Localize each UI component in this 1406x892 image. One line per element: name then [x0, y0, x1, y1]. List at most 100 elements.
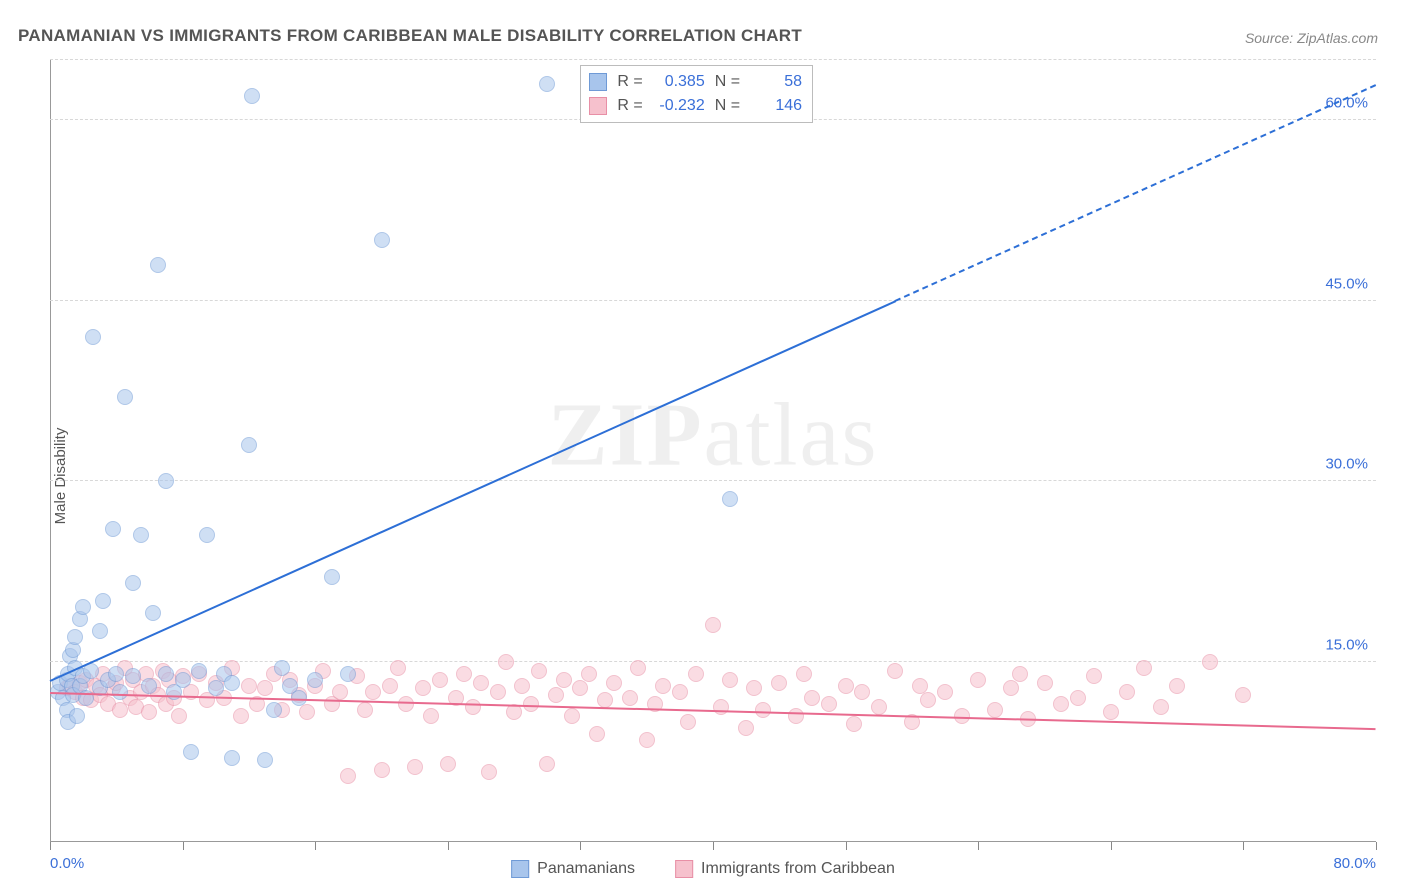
data-point-caribbean — [705, 617, 721, 633]
data-point-caribbean — [171, 708, 187, 724]
data-point-panamanians — [307, 672, 323, 688]
data-point-caribbean — [390, 660, 406, 676]
data-point-caribbean — [1012, 666, 1028, 682]
data-point-caribbean — [539, 756, 555, 772]
data-point-caribbean — [1053, 696, 1069, 712]
data-point-panamanians — [92, 623, 108, 639]
data-point-caribbean — [655, 678, 671, 694]
x-tick — [713, 842, 714, 850]
swatch-panamanians — [589, 73, 607, 91]
data-point-panamanians — [141, 678, 157, 694]
data-point-panamanians — [340, 666, 356, 682]
data-point-caribbean — [722, 672, 738, 688]
data-point-caribbean — [332, 684, 348, 700]
data-point-caribbean — [1136, 660, 1152, 676]
x-axis-label: 80.0% — [1333, 855, 1376, 872]
x-tick — [1243, 842, 1244, 850]
data-point-panamanians — [158, 473, 174, 489]
x-tick — [978, 842, 979, 850]
data-point-caribbean — [1103, 704, 1119, 720]
data-point-panamanians — [125, 575, 141, 591]
data-point-caribbean — [357, 702, 373, 718]
data-point-panamanians — [85, 329, 101, 345]
legend-label-panamanians: Panamanians — [537, 860, 635, 878]
data-point-caribbean — [796, 666, 812, 682]
data-point-caribbean — [854, 684, 870, 700]
stat-n-value-caribbean: 146 — [750, 97, 802, 115]
data-point-caribbean — [589, 726, 605, 742]
data-point-caribbean — [606, 675, 622, 691]
data-point-caribbean — [1086, 668, 1102, 684]
x-tick — [183, 842, 184, 850]
gridline-h — [50, 661, 1376, 662]
swatch-caribbean — [589, 97, 607, 115]
data-point-caribbean — [1169, 678, 1185, 694]
data-point-caribbean — [1153, 699, 1169, 715]
data-point-panamanians — [266, 702, 282, 718]
data-point-caribbean — [597, 692, 613, 708]
data-point-caribbean — [1235, 687, 1251, 703]
legend-swatch-caribbean — [675, 860, 693, 878]
data-point-caribbean — [1070, 690, 1086, 706]
data-point-panamanians — [241, 437, 257, 453]
data-point-panamanians — [108, 666, 124, 682]
data-point-caribbean — [572, 680, 588, 696]
data-point-caribbean — [523, 696, 539, 712]
data-point-caribbean — [423, 708, 439, 724]
data-point-caribbean — [374, 762, 390, 778]
data-point-panamanians — [183, 744, 199, 760]
source-attribution: Source: ZipAtlas.com — [1245, 30, 1378, 46]
data-point-caribbean — [465, 699, 481, 715]
stats-row-panamanians: R =0.385N =58 — [589, 70, 802, 94]
data-point-caribbean — [407, 759, 423, 775]
data-point-caribbean — [688, 666, 704, 682]
data-point-caribbean — [490, 684, 506, 700]
data-point-caribbean — [564, 708, 580, 724]
trend-line-caribbean — [50, 692, 1376, 730]
data-point-caribbean — [788, 708, 804, 724]
x-tick — [50, 842, 51, 850]
data-point-caribbean — [713, 699, 729, 715]
data-point-caribbean — [382, 678, 398, 694]
x-tick — [1376, 842, 1377, 850]
data-point-caribbean — [622, 690, 638, 706]
legend: Panamanians Immigrants from Caribbean — [511, 860, 895, 878]
trend-line-panamanians — [50, 300, 896, 681]
data-point-panamanians — [117, 389, 133, 405]
data-point-panamanians — [75, 599, 91, 615]
data-point-caribbean — [1202, 654, 1218, 670]
legend-item-panamanians: Panamanians — [511, 860, 635, 878]
data-point-caribbean — [340, 768, 356, 784]
data-point-caribbean — [838, 678, 854, 694]
gridline-h — [50, 59, 1376, 60]
data-point-panamanians — [199, 527, 215, 543]
data-point-panamanians — [224, 675, 240, 691]
data-point-panamanians — [69, 708, 85, 724]
data-point-caribbean — [846, 716, 862, 732]
stat-r-value-panamanians: 0.385 — [653, 73, 705, 91]
stat-r-value-caribbean: -0.232 — [653, 97, 705, 115]
stat-r-label: R = — [617, 73, 642, 91]
data-point-panamanians — [208, 680, 224, 696]
gridline-h — [50, 300, 1376, 301]
data-point-caribbean — [987, 702, 1003, 718]
chart-container: Male Disability ZIPatlas 15.0%30.0%45.0%… — [0, 60, 1406, 892]
x-tick — [315, 842, 316, 850]
data-point-panamanians — [145, 605, 161, 621]
data-point-panamanians — [191, 663, 207, 679]
data-point-panamanians — [125, 668, 141, 684]
data-point-caribbean — [912, 678, 928, 694]
data-point-caribbean — [672, 684, 688, 700]
data-point-caribbean — [887, 663, 903, 679]
data-point-caribbean — [1119, 684, 1135, 700]
data-point-caribbean — [680, 714, 696, 730]
data-point-caribbean — [1037, 675, 1053, 691]
data-point-caribbean — [920, 692, 936, 708]
stat-r-label: R = — [617, 97, 642, 115]
data-point-caribbean — [440, 756, 456, 772]
trend-line-panamanians-extrapolated — [895, 84, 1376, 302]
legend-label-caribbean: Immigrants from Caribbean — [701, 860, 895, 878]
data-point-panamanians — [105, 521, 121, 537]
data-point-caribbean — [365, 684, 381, 700]
gridline-h — [50, 480, 1376, 481]
